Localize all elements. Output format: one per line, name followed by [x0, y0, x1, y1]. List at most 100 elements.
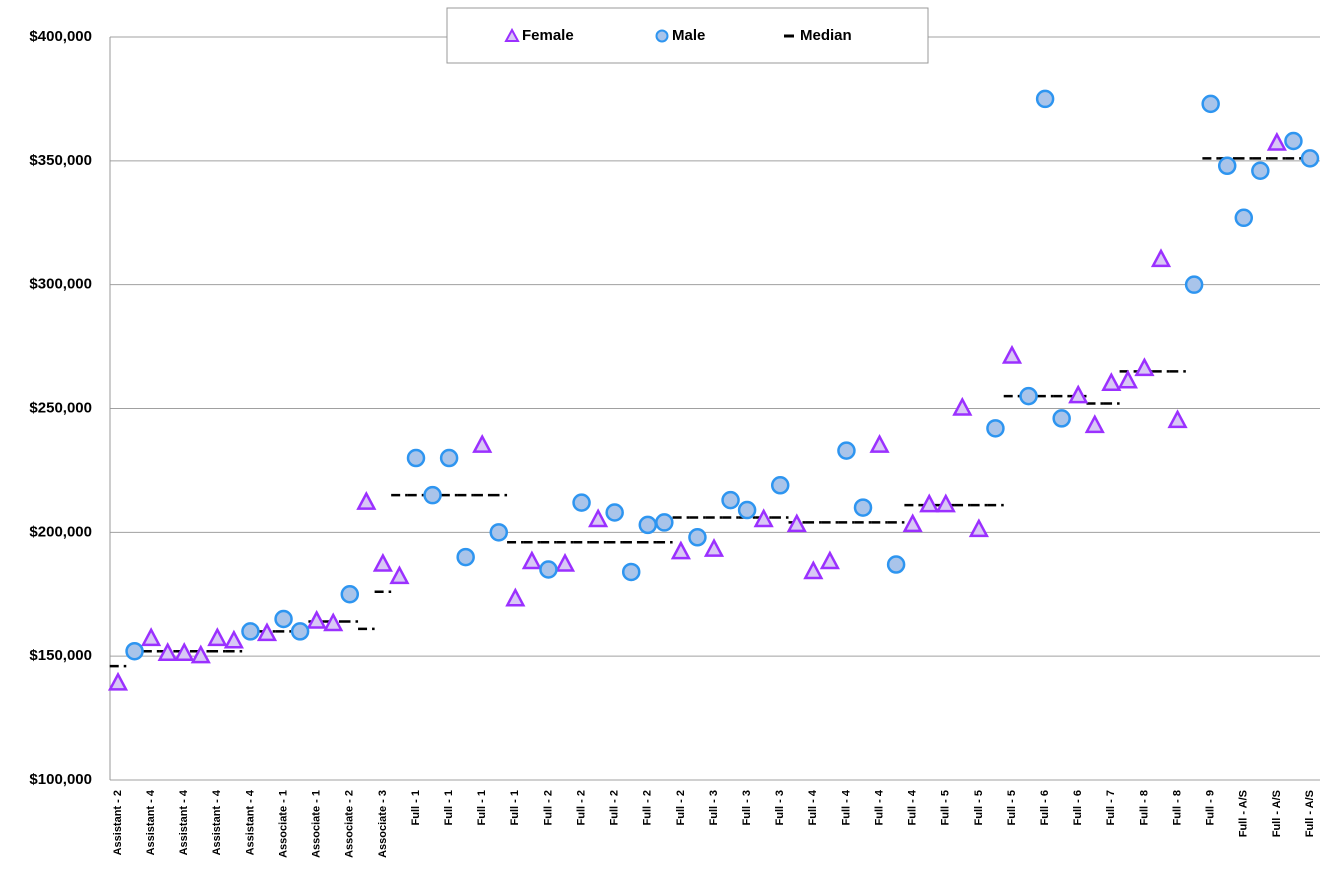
legend-marker — [504, 27, 520, 42]
male-point — [1234, 208, 1254, 228]
x-tick-label: Full - 5 — [973, 790, 985, 825]
female-point — [389, 565, 410, 585]
legend: Female Male Median — [446, 7, 929, 64]
female-point — [1150, 248, 1172, 268]
y-tick-label: $400,000 — [29, 28, 92, 45]
female-point — [819, 550, 840, 570]
x-tick-label: Full - 3 — [708, 790, 720, 825]
x-tick-label: Full - 4 — [907, 789, 919, 825]
female-point — [323, 612, 344, 632]
x-tick-label: Full - 3 — [774, 790, 786, 825]
legend-label: Male — [672, 27, 705, 44]
x-tick-label: Full - 9 — [1205, 790, 1217, 825]
x-tick-label: Assistant - 4 — [211, 789, 223, 855]
x-tick-label: Associate - 1 — [277, 790, 289, 858]
female-point — [472, 433, 493, 453]
x-tick-label: Full - 4 — [873, 789, 885, 825]
female-point — [372, 552, 393, 572]
female-point — [174, 642, 195, 661]
female-point — [1167, 409, 1188, 429]
x-tick-label: Full - 8 — [1171, 790, 1183, 825]
male-point — [1251, 161, 1270, 180]
female-point — [107, 671, 129, 691]
male-point — [737, 500, 757, 520]
x-tick-label: Assistant - 4 — [178, 789, 190, 855]
male-point — [423, 485, 442, 505]
female-point — [753, 508, 774, 528]
y-tick-label: $150,000 — [29, 647, 92, 664]
plot — [107, 89, 1320, 691]
x-tick-label: Full - 7 — [1105, 790, 1117, 825]
y-tick-label: $350,000 — [29, 152, 92, 169]
male-point — [638, 515, 658, 535]
x-tick-label: Associate - 3 — [377, 790, 389, 858]
x-tick-label: Full - A/S — [1238, 790, 1250, 837]
female-point — [703, 538, 725, 557]
x-tick-label: Associate - 2 — [344, 790, 356, 858]
female-point — [207, 627, 228, 647]
x-tick-label: Full - 2 — [609, 790, 621, 825]
x-tick-label: Full - 4 — [807, 789, 819, 825]
legend-box — [446, 7, 929, 64]
x-tick-label: Full - 2 — [642, 790, 654, 825]
legend-label: Median — [800, 27, 852, 44]
male-point — [688, 528, 707, 547]
female-point — [256, 622, 278, 642]
female-point — [141, 627, 162, 647]
male-point — [1201, 94, 1220, 114]
male-point — [456, 547, 475, 567]
female-point — [968, 518, 989, 538]
male-point — [290, 622, 310, 641]
y-tick-label: $300,000 — [29, 276, 92, 293]
female-point — [803, 560, 824, 580]
male-point — [340, 585, 360, 604]
female-point — [902, 513, 923, 533]
male-point — [721, 490, 740, 510]
female-point — [935, 493, 956, 513]
male-point — [621, 562, 641, 582]
x-tick-label: Full - 6 — [1039, 790, 1051, 825]
female-point — [306, 609, 327, 629]
x-tick-label: Full - 8 — [1138, 790, 1150, 825]
x-tick-label: Full - 1 — [410, 790, 422, 825]
x-tick-label: Full - 2 — [542, 790, 554, 825]
x-tick-label: Full - A/S — [1304, 790, 1316, 837]
grid: $100,000 $150,000 $200,000 $250,000 $300,000… — [29, 28, 1320, 858]
male-point — [837, 441, 856, 460]
female-point — [356, 490, 377, 510]
female-point — [157, 642, 178, 661]
male-point — [605, 503, 624, 522]
male-point — [886, 555, 906, 574]
male-point — [1019, 386, 1038, 406]
legend-marker — [655, 29, 669, 43]
x-tick-label: Full - 1 — [509, 790, 521, 825]
female-point — [1266, 131, 1287, 151]
x-tick-label: Full - 4 — [840, 789, 852, 825]
female-point — [786, 513, 807, 533]
male-point — [1184, 275, 1204, 294]
x-tick-label: Full - 1 — [443, 790, 455, 825]
y-tick-label: $100,000 — [29, 771, 92, 788]
male-point — [853, 498, 873, 517]
x-tick-label: Assistant - 4 — [244, 789, 256, 855]
male-point — [1035, 89, 1055, 109]
male-point — [406, 448, 426, 468]
male-point — [489, 523, 509, 542]
x-tick-label: Associate - 1 — [311, 790, 323, 858]
female-point — [521, 550, 542, 570]
female-point — [869, 433, 890, 453]
female-point — [670, 540, 691, 560]
x-tick-label: Assistant - 4 — [145, 789, 157, 855]
female-point — [223, 629, 244, 649]
male-point — [1300, 149, 1320, 168]
female-point — [952, 396, 973, 416]
y-tick-label: $200,000 — [29, 523, 92, 540]
x-tick-label: Full - 2 — [675, 790, 687, 825]
x-tick-label: Full - 2 — [575, 790, 587, 825]
female-point — [1068, 384, 1089, 404]
female-point — [1101, 372, 1122, 391]
female-point — [505, 587, 526, 607]
female-point — [1134, 357, 1155, 377]
male-point — [1284, 131, 1303, 151]
